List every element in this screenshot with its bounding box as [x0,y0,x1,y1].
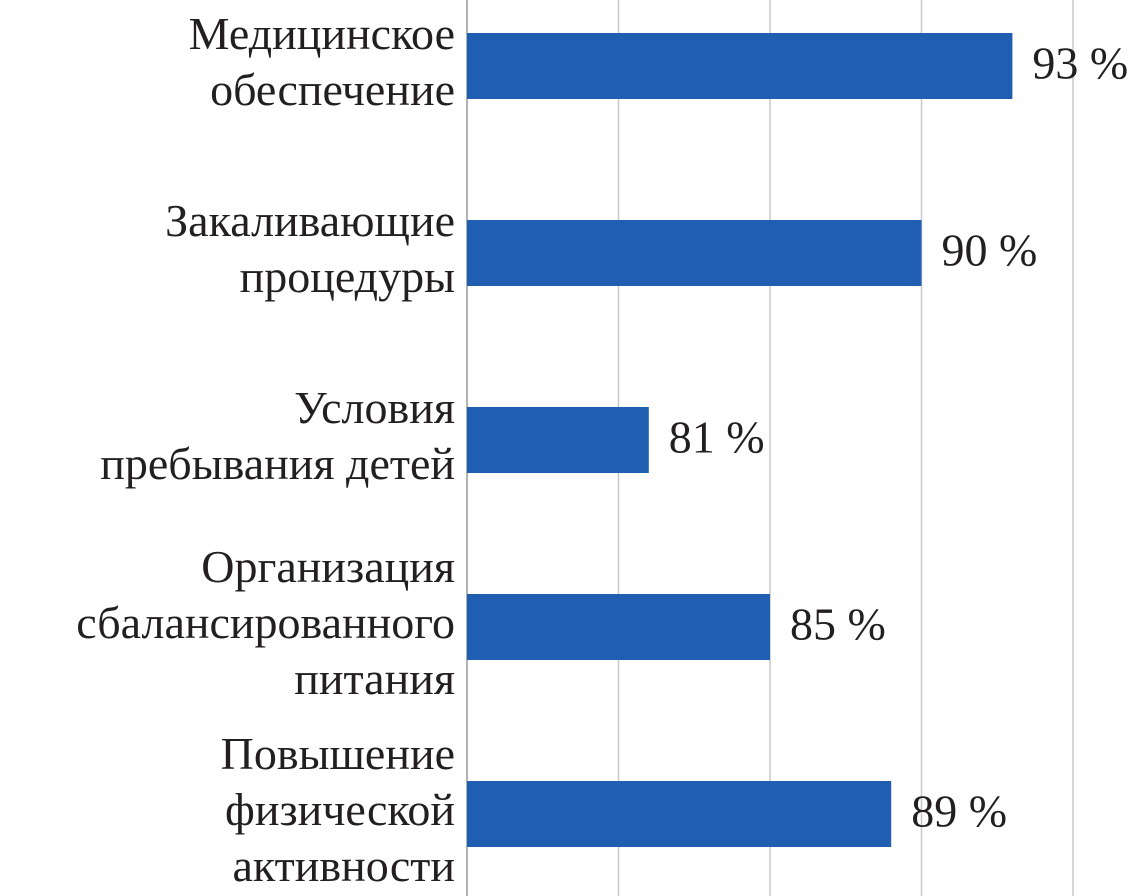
bar [467,594,770,660]
value-label: 93 % [1032,38,1128,89]
bar [467,33,1013,99]
value-label: 81 % [669,412,765,463]
y-tick-label: Медицинское обеспечение [189,8,455,115]
bar [467,220,922,286]
bar [467,781,892,847]
y-tick-label: Условия пребывания детей [100,382,455,489]
bar [467,407,649,473]
value-label: 90 % [942,225,1038,276]
value-label: 89 % [911,786,1007,837]
y-tick-label: Повышение физической активности [221,728,455,891]
y-tick-label: Закаливающие процедуры [165,195,455,302]
y-tick-label: Организация сбалансированного питания [76,541,455,704]
value-label: 85 % [790,599,886,650]
